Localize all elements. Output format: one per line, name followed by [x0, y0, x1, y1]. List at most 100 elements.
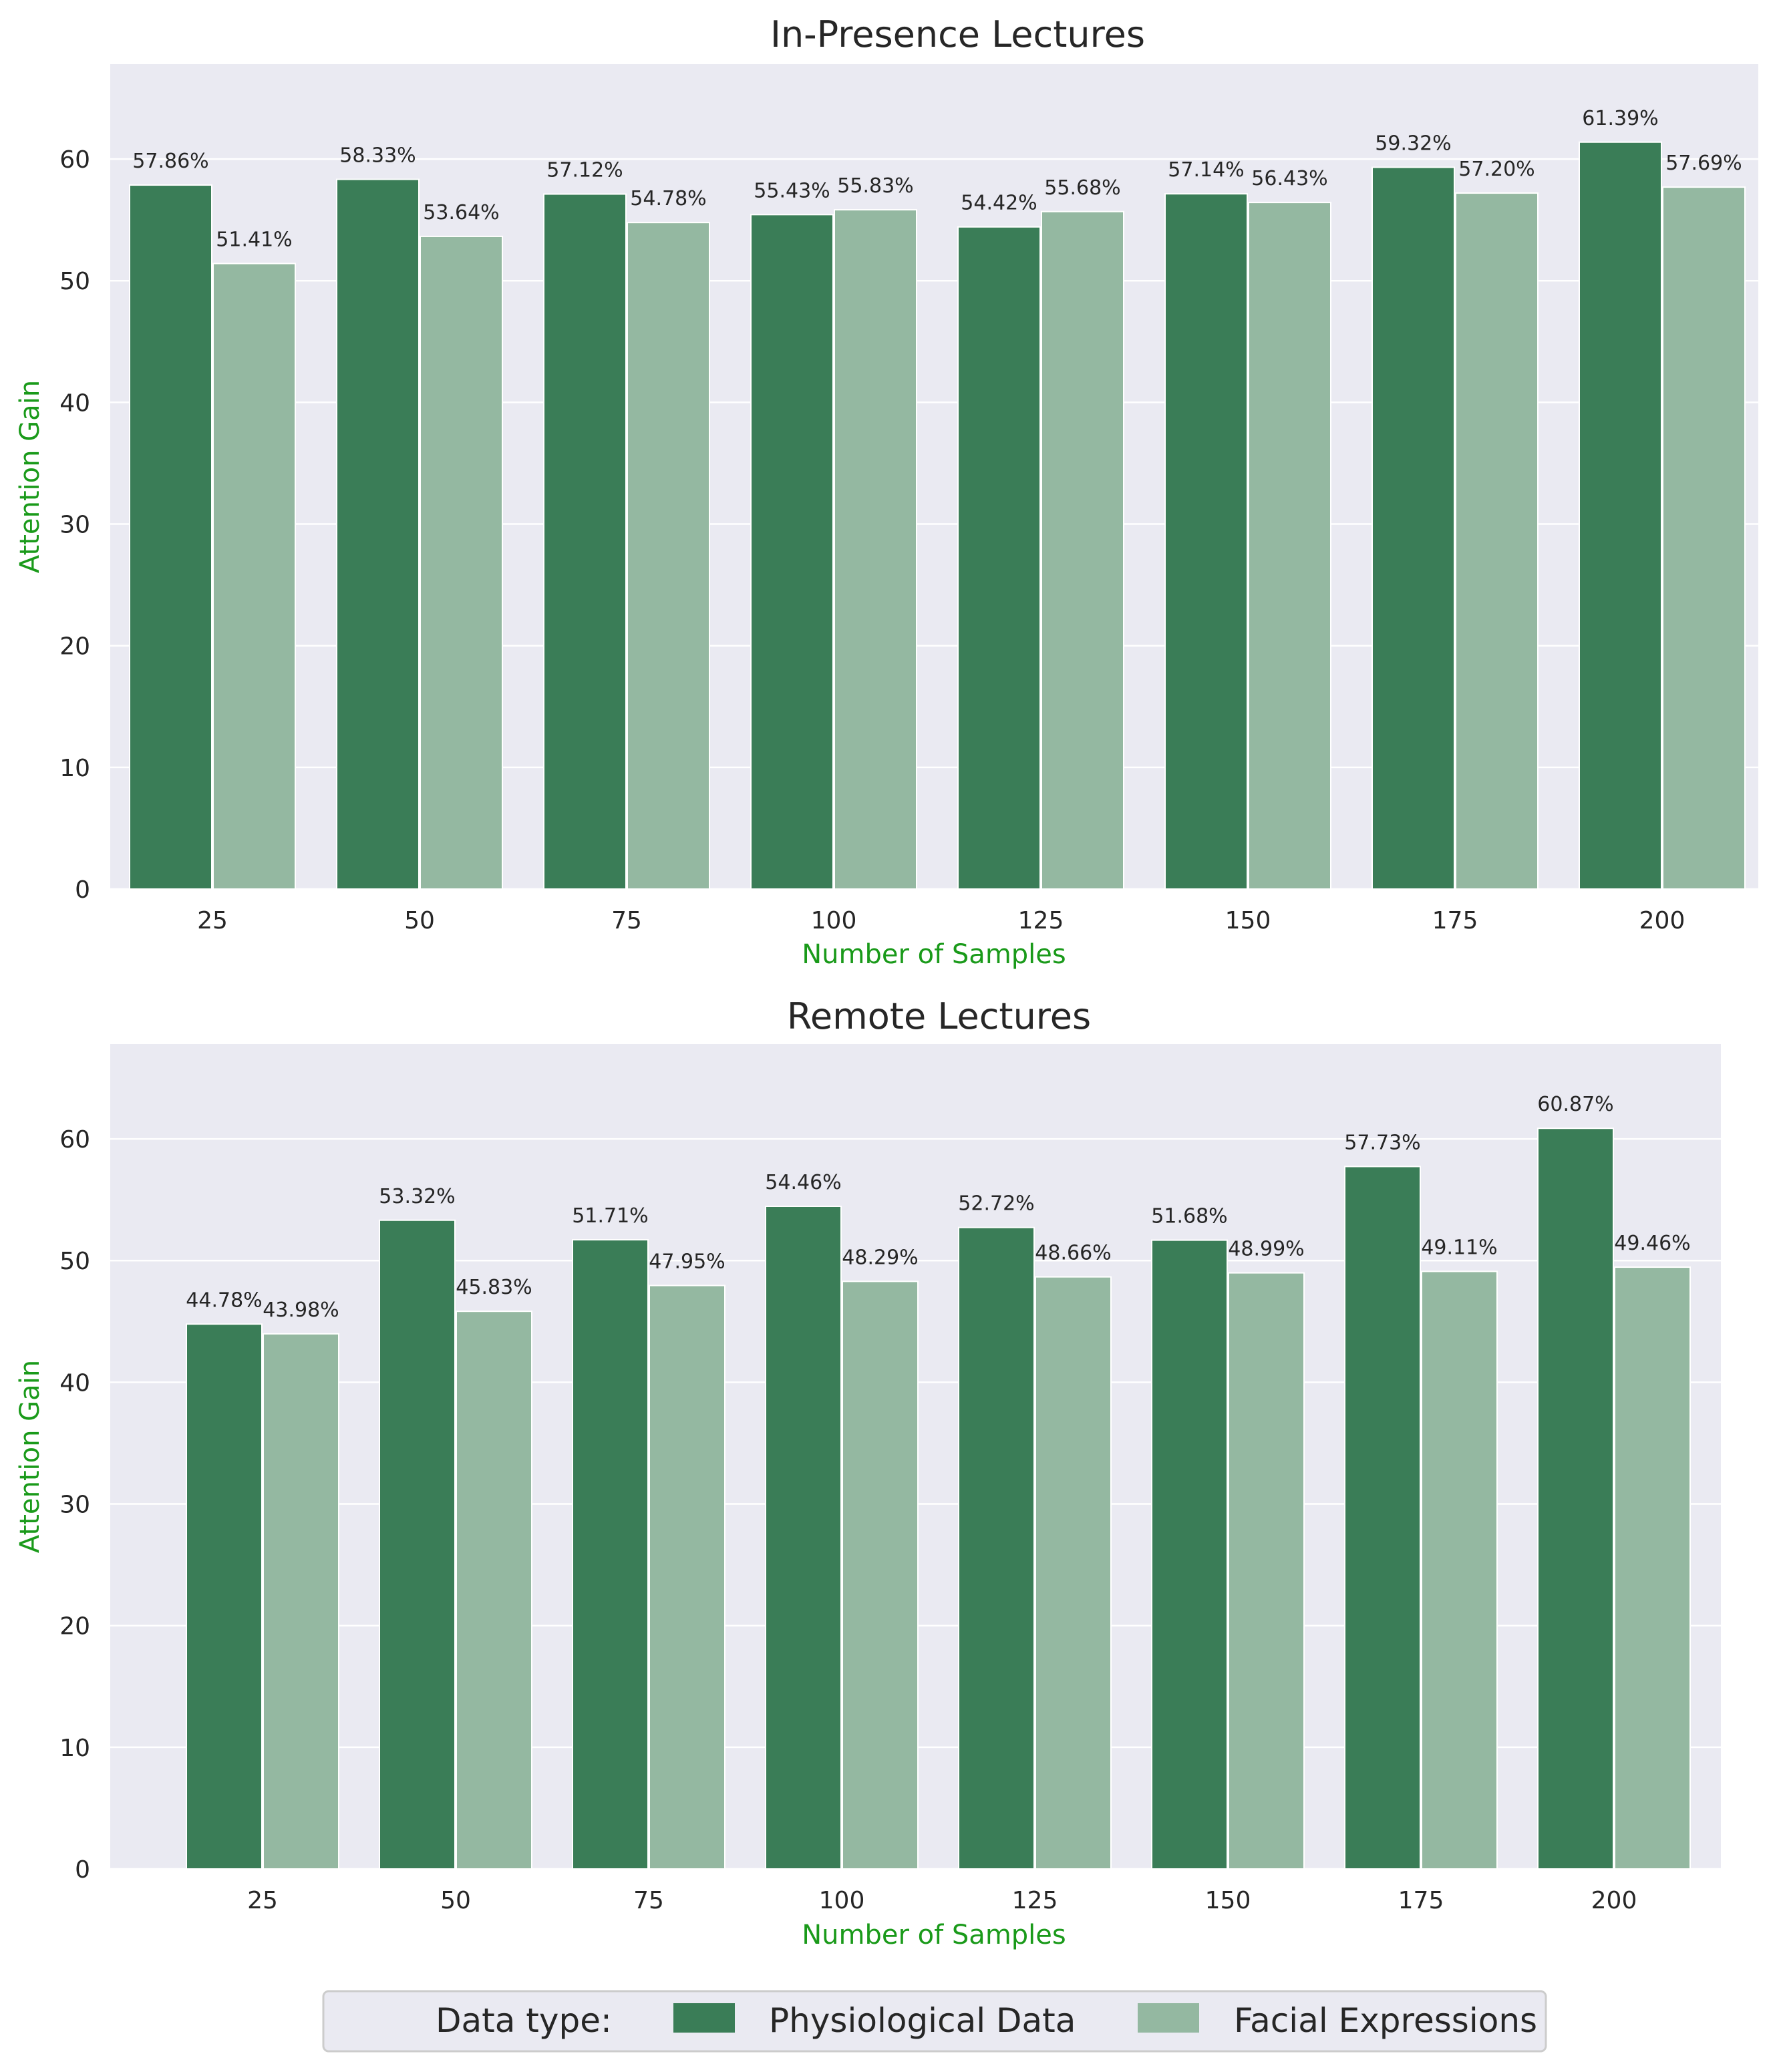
bar-value-label: 44.78% [186, 1288, 262, 1312]
bar-facial-50 [456, 1311, 532, 1870]
bar-physiological-100 [750, 214, 834, 890]
bar-facial-200 [1614, 1266, 1691, 1870]
bar-physiological-125 [957, 226, 1041, 890]
x-tick-label: 25 [197, 907, 228, 934]
bar-facial-75 [649, 1284, 725, 1870]
y-tick-label: 40 [59, 389, 90, 417]
bar-value-label: 56.43% [1251, 167, 1327, 190]
bar-value-label: 47.95% [649, 1250, 725, 1274]
x-axis-label: Number of Samples [802, 939, 1066, 970]
x-tick-label: 100 [819, 1887, 865, 1914]
x-tick-label: 50 [404, 907, 435, 934]
bar-physiological-200 [1537, 1128, 1614, 1870]
bar-value-label: 48.29% [842, 1246, 918, 1269]
legend-swatch-facial [1138, 2003, 1199, 2033]
bar-value-label: 51.71% [572, 1204, 648, 1228]
bar-facial-75 [627, 222, 710, 890]
bar-value-label: 57.86% [132, 150, 208, 173]
bar-value-label: 49.46% [1614, 1232, 1690, 1255]
chart-title: In-Presence Lectures [770, 13, 1145, 55]
legend-label-physiological: Physiological Data [769, 2001, 1076, 2040]
bar-facial-125 [1041, 210, 1124, 890]
bar-physiological-125 [958, 1226, 1035, 1870]
bar-value-label: 45.83% [456, 1276, 532, 1299]
y-tick-label: 20 [59, 633, 90, 661]
bar-physiological-75 [572, 1239, 649, 1870]
bar-value-label: 54.42% [961, 192, 1037, 215]
x-tick-label: 75 [611, 907, 642, 934]
y-tick-label: 50 [59, 268, 90, 295]
legend-label-facial: Facial Expressions [1234, 2001, 1537, 2040]
x-axis-label: Number of Samples [802, 1920, 1066, 1950]
remote-chart: 0 10 20 30 40 50 60 44.78% 43.98% 25 53.32% 45.83% 5… [15, 995, 1721, 1950]
bar-physiological-150 [1151, 1239, 1228, 1870]
x-tick-label: 175 [1398, 1887, 1444, 1914]
bar-physiological-50 [379, 1219, 456, 1870]
x-tick-label: 100 [811, 907, 857, 934]
x-tick-label: 200 [1639, 907, 1685, 934]
y-tick-label: 20 [59, 1613, 90, 1641]
y-tick-label: 50 [59, 1248, 90, 1275]
in-presence-chart: 0 10 20 30 40 50 60 57.86% 51.41% 25 58.33% 53.64% 5… [15, 13, 1758, 970]
bar-facial-150 [1248, 202, 1331, 890]
x-tick-label: 175 [1432, 907, 1478, 934]
y-tick-label: 0 [75, 876, 90, 904]
y-tick-label: 60 [59, 1126, 90, 1154]
bar-facial-100 [842, 1280, 919, 1870]
bar-facial-25 [263, 1333, 339, 1870]
bar-physiological-75 [543, 193, 627, 890]
bar-facial-150 [1228, 1272, 1305, 1870]
y-tick-label: 10 [59, 755, 90, 782]
bar-value-label: 52.72% [958, 1192, 1034, 1216]
bar-physiological-25 [186, 1323, 263, 1870]
legend-frame [322, 1990, 1547, 2053]
x-tick-label: 75 [633, 1887, 664, 1914]
bar-value-label: 57.73% [1344, 1131, 1420, 1154]
bar-value-label: 54.78% [630, 187, 706, 210]
bar-value-label: 58.33% [339, 144, 416, 167]
bar-value-label: 57.14% [1168, 158, 1244, 182]
bar-value-label: 55.83% [837, 174, 913, 198]
bar-value-label: 51.41% [216, 228, 292, 252]
y-axis-label: Attention Gain [15, 380, 45, 573]
x-tick-label: 50 [440, 1887, 471, 1914]
bar-value-label: 43.98% [263, 1299, 339, 1322]
y-tick-label: 60 [59, 146, 90, 174]
legend: Data type: Physiological Data Facial Exp… [322, 1990, 1547, 2053]
x-tick-label: 150 [1205, 1887, 1251, 1914]
bar-facial-25 [212, 263, 296, 890]
bar-value-label: 53.32% [379, 1185, 455, 1208]
bar-value-label: 59.32% [1375, 132, 1451, 155]
bar-value-label: 60.87% [1537, 1093, 1613, 1116]
y-tick-label: 40 [59, 1369, 90, 1397]
bar-physiological-175 [1371, 166, 1455, 890]
bar-value-label: 57.12% [546, 159, 623, 182]
bar-value-label: 53.64% [423, 201, 499, 224]
legend-swatch-physiological [673, 2003, 735, 2033]
bar-value-label: 48.99% [1228, 1238, 1304, 1261]
bar-value-label: 61.39% [1582, 107, 1658, 130]
bar-value-label: 49.11% [1421, 1236, 1497, 1259]
bar-value-label: 57.69% [1665, 152, 1742, 175]
bar-value-label: 51.68% [1151, 1205, 1227, 1228]
y-axis-label: Attention Gain [15, 1360, 45, 1553]
bar-physiological-150 [1164, 193, 1248, 890]
bar-facial-175 [1455, 192, 1539, 890]
legend-title: Data type: [436, 2001, 612, 2040]
bar-value-label: 54.46% [765, 1171, 841, 1194]
bar-value-label: 55.68% [1044, 176, 1120, 200]
x-tick-label: 125 [1018, 907, 1064, 934]
bar-physiological-100 [765, 1205, 842, 1870]
chart-title: Remote Lectures [787, 995, 1091, 1037]
bar-value-label: 57.20% [1458, 158, 1535, 181]
x-tick-label: 125 [1012, 1887, 1058, 1914]
bar-physiological-200 [1579, 141, 1662, 890]
bar-facial-200 [1662, 186, 1746, 890]
x-tick-label: 25 [247, 1887, 278, 1914]
bar-facial-50 [420, 235, 503, 890]
x-tick-label: 200 [1591, 1887, 1637, 1914]
x-tick-label: 150 [1225, 907, 1271, 934]
bar-facial-175 [1421, 1270, 1498, 1870]
y-tick-label: 0 [75, 1856, 90, 1884]
